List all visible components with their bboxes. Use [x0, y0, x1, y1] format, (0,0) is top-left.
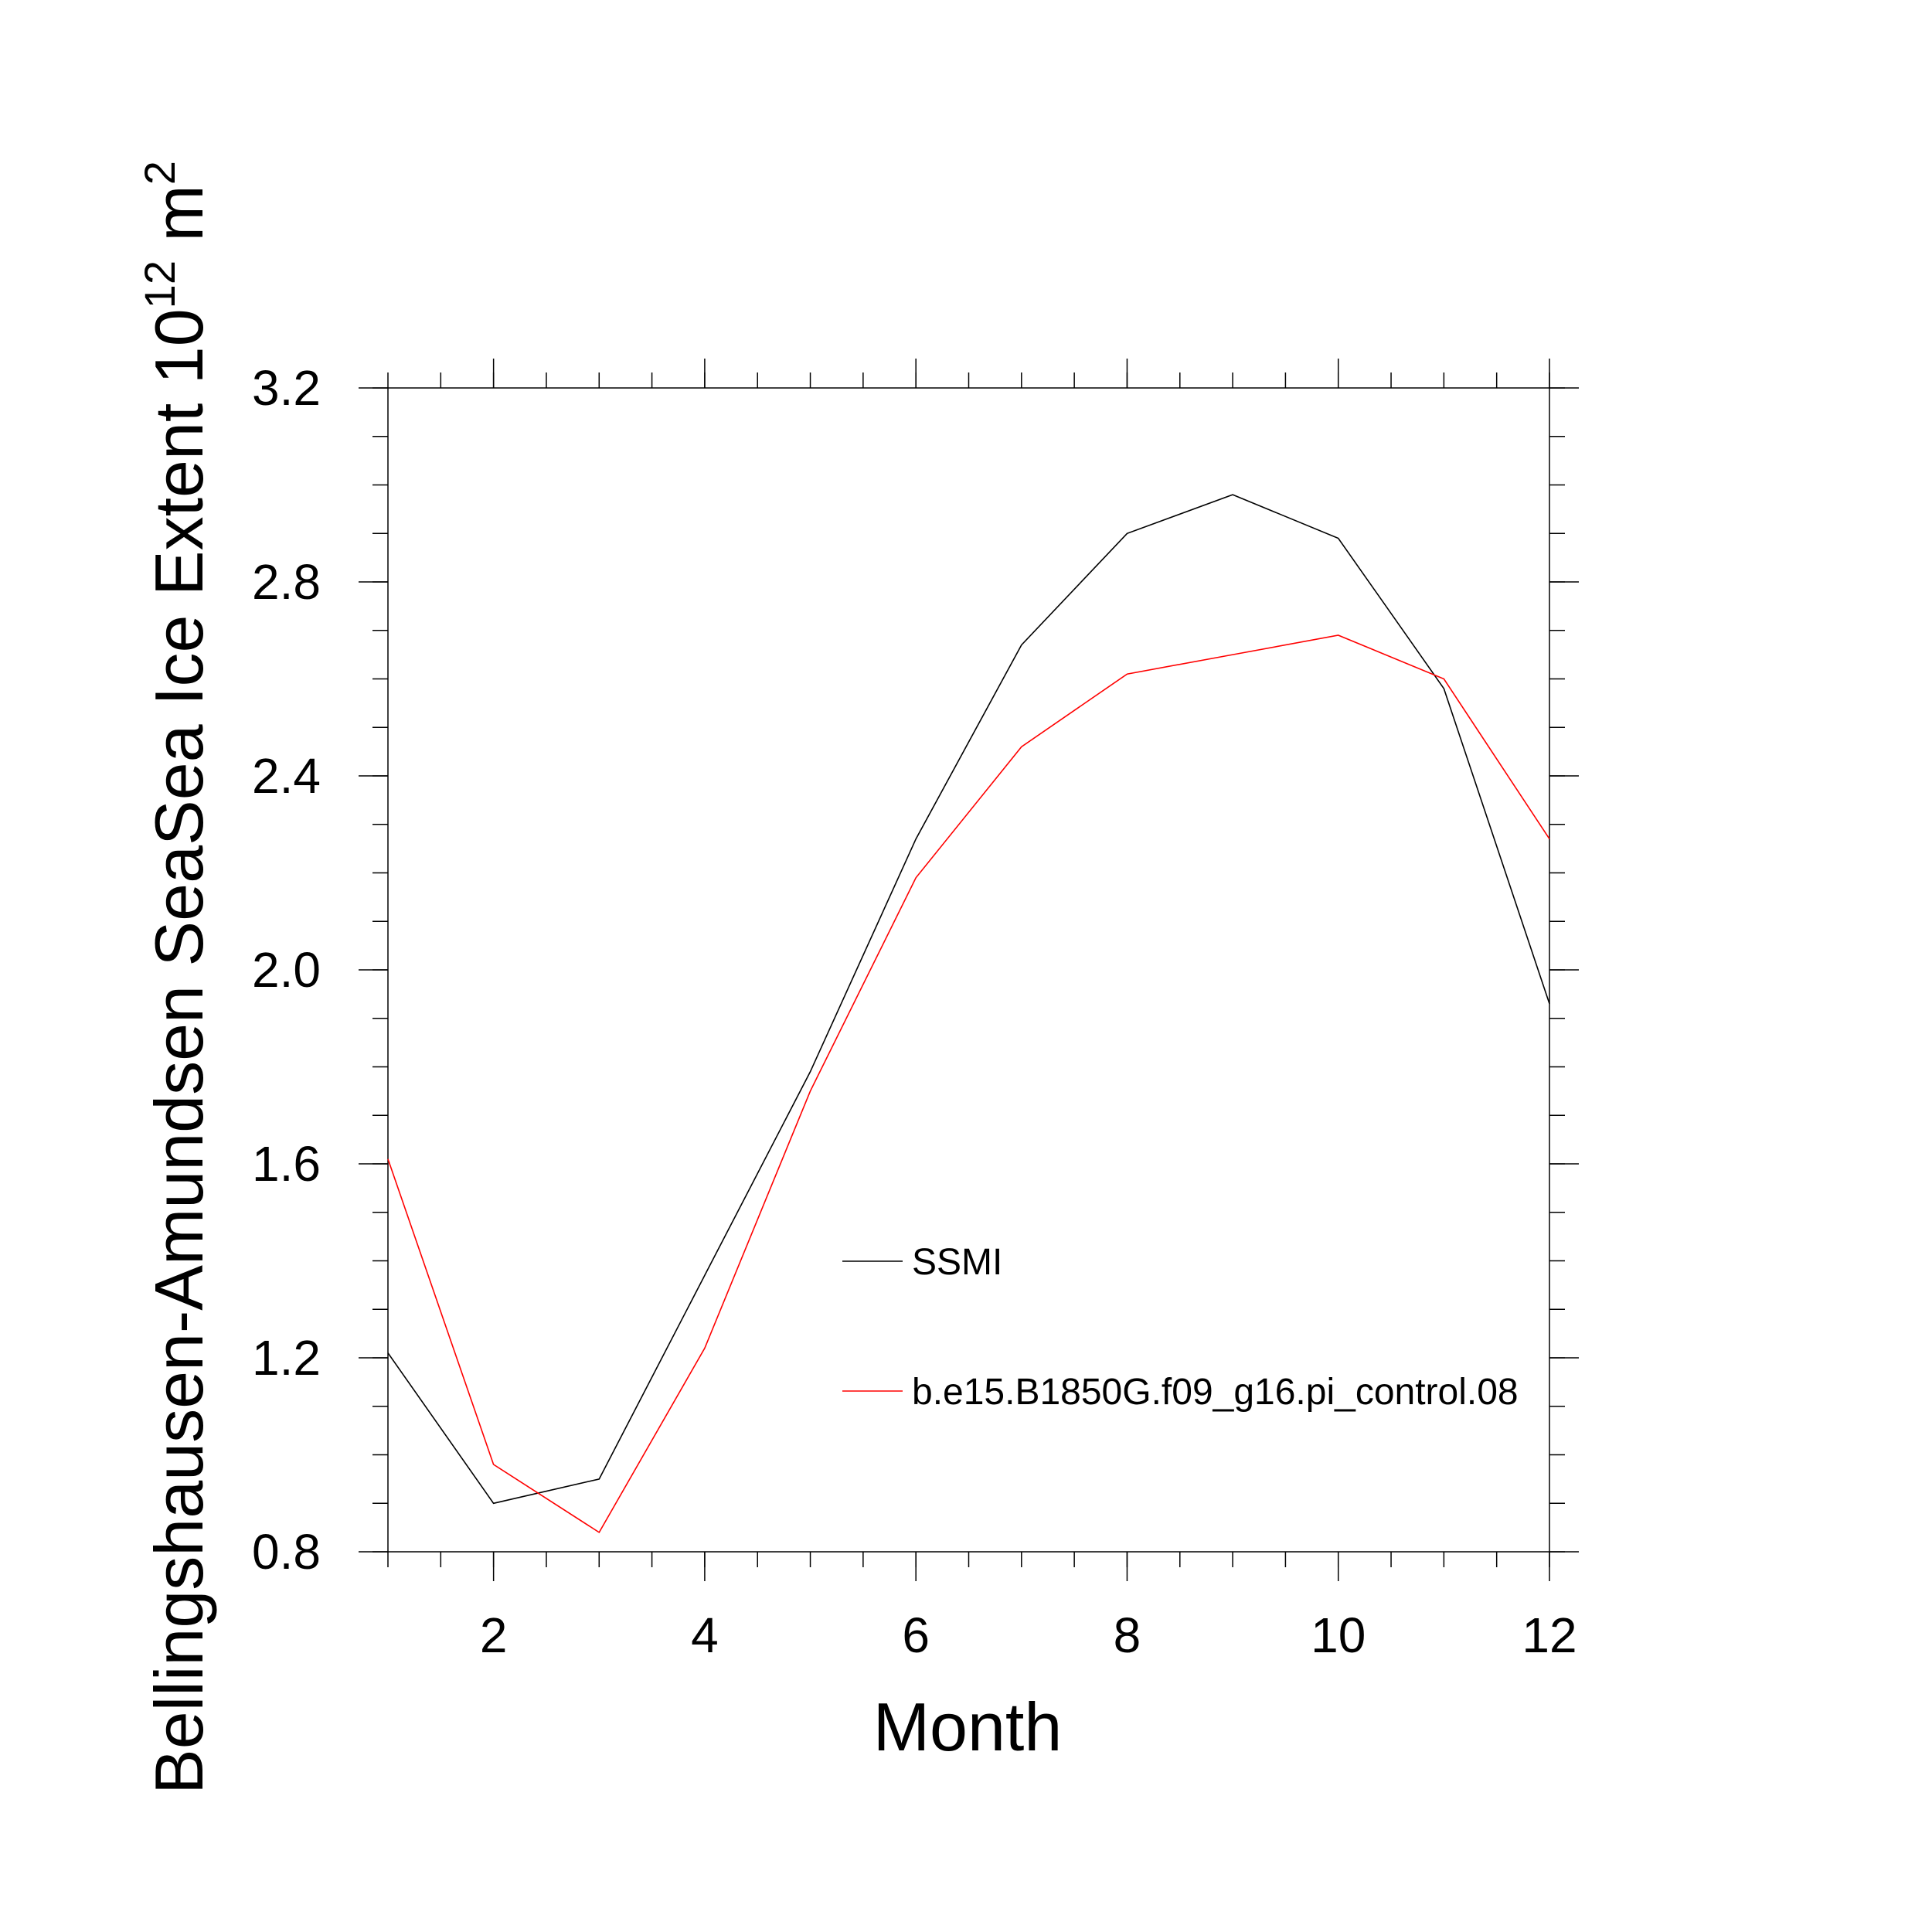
y-axis-title-main: Bellingshausen-Amundsen SeaSea Ice Exten…	[141, 308, 217, 1794]
legend: SSMI b.e15.B1850G.f09_g16.pi_control.08	[842, 1242, 1519, 1413]
y-tick-label: 1.6	[252, 1136, 321, 1192]
y-tick-label: 3.2	[252, 360, 321, 416]
x-tick-label: 2	[480, 1607, 508, 1663]
x-tick-label: 6	[902, 1607, 930, 1663]
y-tick-label: 1.2	[252, 1330, 321, 1386]
y-tick-label: 2.8	[252, 554, 321, 610]
y-tick-labels: 0.8 1.2 1.6 2.0 2.4 2.8 3.2	[252, 360, 321, 1580]
x-tick-labels: 2 4 6 8 10 12	[480, 1607, 1577, 1663]
y-tick-label: 0.8	[252, 1524, 321, 1580]
legend-label: SSMI	[912, 1242, 1002, 1283]
y-tick-label: 2.0	[252, 942, 321, 998]
x-tick-label: 8	[1114, 1607, 1141, 1663]
y-tick-label: 2.4	[252, 748, 321, 804]
series-lines	[387, 494, 1550, 1534]
major-ticks	[359, 359, 1579, 1581]
y-axis-title-exponent: 12	[135, 260, 184, 308]
y-axis-title: Bellingshausen-Amundsen SeaSea Ice Exten…	[135, 161, 217, 1794]
x-axis-title: Month	[873, 1689, 1063, 1765]
model-series-line	[387, 634, 1550, 1534]
ssmi-series-line	[387, 494, 1550, 1505]
x-tick-label: 12	[1522, 1607, 1577, 1663]
y-axis-title-unit-exponent: 2	[135, 161, 184, 185]
x-tick-label: 4	[691, 1607, 719, 1663]
y-axis-title-unit: m	[141, 185, 217, 260]
legend-label: b.e15.B1850G.f09_g16.pi_control.08	[912, 1372, 1519, 1413]
x-tick-label: 10	[1311, 1607, 1366, 1663]
